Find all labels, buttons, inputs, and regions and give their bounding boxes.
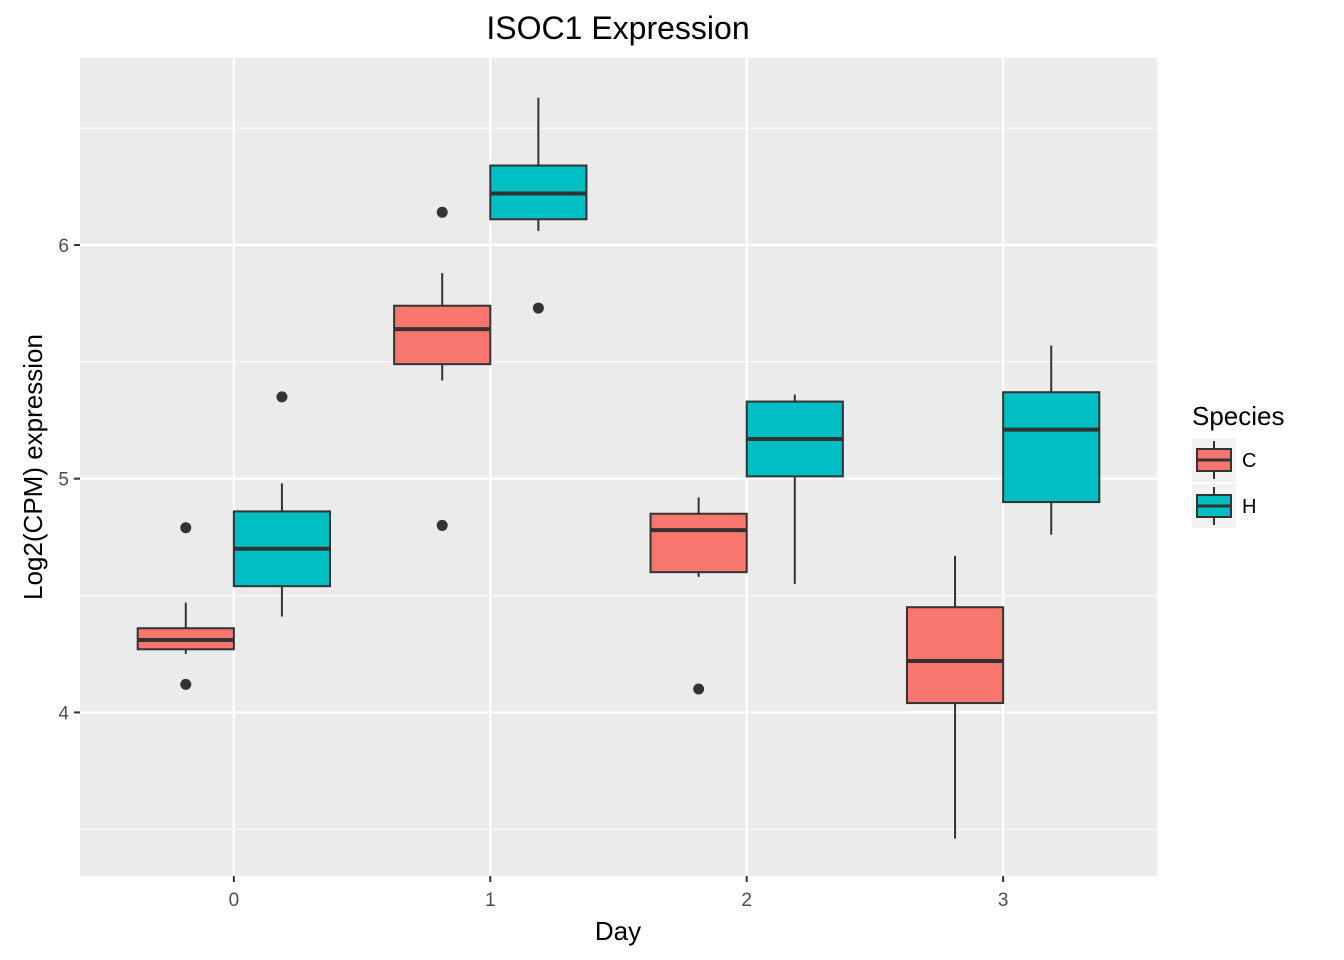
y-axis-label: Log2(CPM) expression [18, 334, 48, 600]
x-tick-label: 1 [485, 890, 496, 911]
x-tick-label: 0 [229, 890, 240, 911]
box-outlier [276, 391, 288, 403]
box-outlier [180, 522, 192, 534]
box-body [1002, 391, 1101, 504]
legend-label: H [1242, 496, 1256, 518]
plot-panel [80, 58, 1157, 876]
box-body [393, 304, 492, 366]
legend-items: CH [1192, 438, 1256, 528]
x-tick-label: 2 [741, 890, 752, 911]
chart-title: ISOC1 Expression [486, 10, 749, 46]
y-tick-label: 4 [58, 703, 69, 724]
grid-layer [80, 58, 1157, 876]
box-body [649, 512, 748, 574]
box-outlier [532, 302, 544, 314]
x-tick-label: 3 [998, 890, 1009, 911]
x-axis-label: Day [595, 916, 641, 946]
box-outlier [436, 519, 448, 531]
y-tick-label: 6 [58, 236, 69, 257]
box-body [905, 606, 1005, 705]
axis-layer: 4 5 6 0 1 2 3 [58, 236, 1008, 911]
box-outlier [180, 678, 192, 690]
legend: Species CH [1192, 401, 1285, 528]
y-tick-label: 5 [58, 470, 69, 491]
box-outlier [693, 683, 705, 695]
legend-title: Species [1192, 401, 1285, 431]
legend-label: C [1242, 450, 1256, 472]
box-layer [136, 97, 1101, 839]
box-outlier [436, 206, 448, 218]
